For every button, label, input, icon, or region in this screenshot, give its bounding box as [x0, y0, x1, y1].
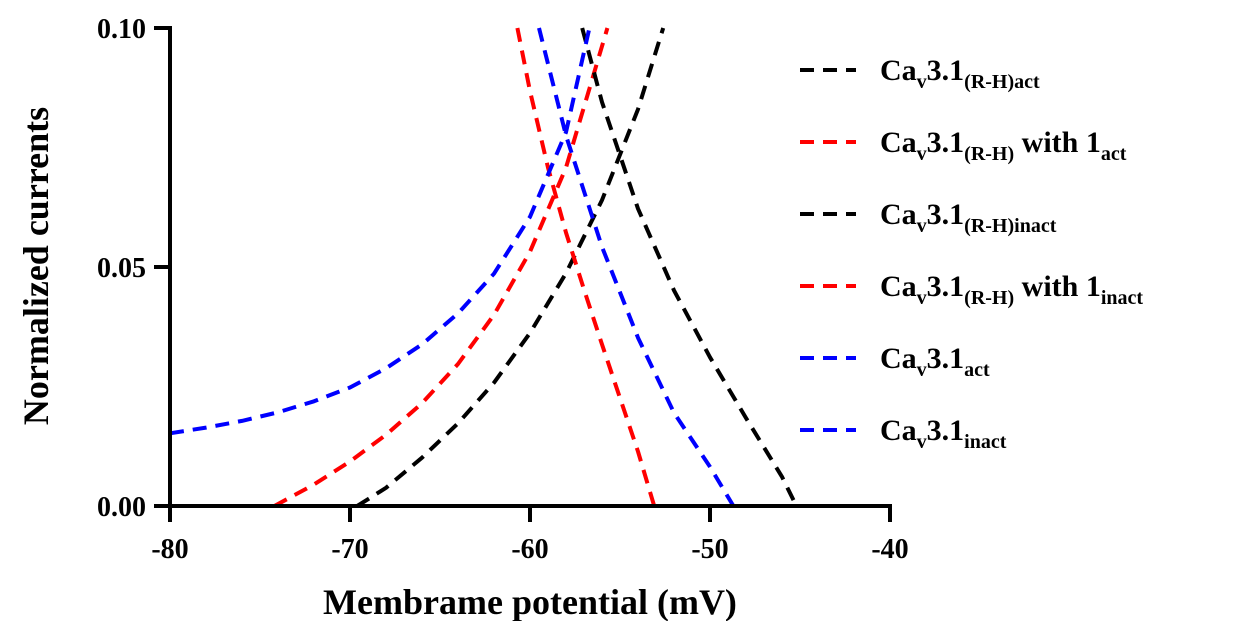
series-line-5	[169, 27, 592, 436]
x-axis-title: Membrame potential (mV)	[323, 582, 737, 621]
x-tick-label-3: -50	[691, 534, 728, 565]
legend: Cav​3.1(R-H)act​ Cav​3.1(R-H)​ with 1act​…	[800, 54, 1143, 453]
y-tick-label-0: 0.00	[97, 492, 146, 523]
legend-label-6: Cav​3.1inact​	[880, 414, 1007, 453]
y-axis-title: Normalized currents	[16, 107, 56, 425]
legend-label-5: Cav​3.1act​	[880, 342, 990, 381]
series-line-6	[537, 27, 736, 508]
series-line-2	[273, 27, 610, 508]
y-tick-label-1: 0.05	[97, 253, 146, 284]
x-tick-label-4: -40	[871, 534, 908, 565]
y-tick-label-2: 0.10	[97, 14, 146, 45]
x-tick-label-1: -70	[331, 534, 368, 565]
series-line-1	[356, 27, 666, 508]
legend-label-3: Cav​3.1(R-H)inact​	[880, 198, 1057, 237]
series-line-3	[580, 27, 799, 507]
legend-label-2: Cav​3.1(R-H)​ with 1act​	[880, 126, 1127, 165]
x-tick-label-0: -80	[151, 534, 188, 565]
x-tick-label-2: -60	[511, 534, 548, 565]
plot-curves	[169, 27, 799, 508]
axes: 0.00 0.05 0.10 -80 -70 -60 -50 -40	[97, 14, 909, 565]
legend-label-1: Cav​3.1(R-H)act​	[880, 54, 1040, 93]
legend-label-4: Cav​3.1(R-H)​ with 1inact​	[880, 270, 1143, 309]
series-line-4	[515, 27, 657, 507]
